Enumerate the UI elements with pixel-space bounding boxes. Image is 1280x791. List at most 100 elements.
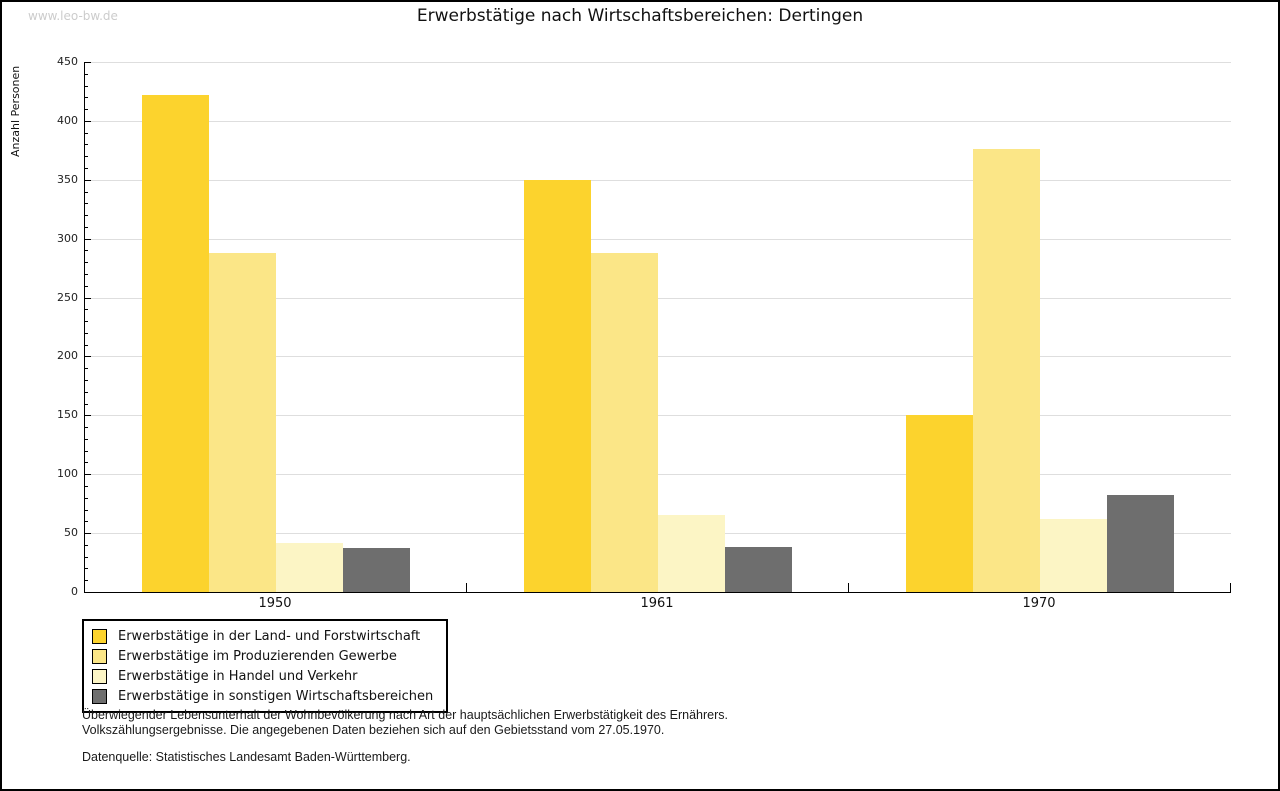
footer: Überwiegender Lebensunterhalt der Wohnbe…	[82, 708, 728, 765]
footer-line: Volkszählungsergebnisse. Die angegebenen…	[82, 722, 665, 737]
gridline	[85, 120, 1231, 122]
gridline	[85, 238, 1231, 240]
y-tick-label: 400	[57, 113, 78, 127]
y-minor-tick	[85, 156, 88, 158]
y-major-tick	[85, 120, 91, 122]
y-minor-tick	[85, 450, 88, 452]
y-minor-tick	[85, 391, 88, 393]
bar-1961-series1	[524, 179, 591, 592]
x-axis-tick	[1230, 583, 1231, 592]
y-minor-tick	[85, 497, 88, 499]
y-minor-tick	[85, 250, 88, 252]
legend-item-label: Erwerbstätige im Produzierenden Gewerbe	[118, 648, 397, 664]
y-minor-tick	[85, 274, 88, 275]
y-minor-tick	[85, 580, 88, 582]
y-minor-tick	[85, 438, 88, 440]
y-major-tick	[85, 356, 91, 358]
bar-1950-series2	[209, 252, 276, 592]
y-minor-tick	[85, 168, 88, 169]
y-major-tick	[85, 179, 91, 181]
y-minor-tick	[85, 544, 88, 546]
y-minor-tick	[85, 332, 88, 334]
bar-1970-series4	[1107, 495, 1174, 592]
y-tick-label: 300	[57, 231, 78, 245]
y-minor-tick	[85, 85, 88, 87]
footer-line: Überwiegender Lebensunterhalt der Wohnbe…	[82, 708, 728, 722]
gridline	[85, 415, 1231, 417]
y-tick-label: 250	[57, 290, 78, 304]
y-minor-tick	[85, 380, 88, 381]
x-axis-tick	[848, 583, 849, 592]
gridline	[85, 179, 1231, 181]
legend-swatch	[92, 648, 107, 664]
y-minor-tick	[85, 568, 88, 570]
y-tick-label: 150	[57, 408, 78, 422]
legend-item: Erwerbstätige in der Land- und Forstwirt…	[92, 626, 446, 646]
bar-1950-series1	[142, 95, 209, 592]
y-minor-tick	[85, 509, 88, 511]
y-minor-tick	[85, 144, 88, 146]
y-tick-label: 0	[71, 585, 78, 598]
legend-item-label: Erwerbstätige in sonstigen Wirtschaftsbe…	[118, 688, 434, 704]
x-axis-tick	[466, 583, 467, 592]
y-major-tick	[85, 533, 91, 535]
gridline	[85, 297, 1231, 299]
bar-1970-series1	[906, 415, 973, 592]
y-minor-tick	[85, 285, 88, 287]
y-tick-label: 200	[57, 349, 78, 363]
legend-swatch	[92, 628, 107, 644]
y-major-tick	[85, 415, 91, 417]
y-minor-tick	[85, 309, 88, 311]
y-minor-tick	[85, 556, 88, 558]
y-tick-label: 100	[57, 467, 78, 481]
y-minor-tick	[85, 97, 88, 99]
y-minor-tick	[85, 344, 88, 346]
plot-area	[84, 62, 1231, 593]
bar-1961-series4	[725, 547, 792, 592]
y-minor-tick	[85, 191, 88, 193]
legend-item-label: Erwerbstätige in der Land- und Forstwirt…	[118, 628, 421, 644]
y-minor-tick	[85, 109, 88, 111]
bar-1961-series2	[591, 252, 658, 592]
bar-1950-series3	[276, 542, 343, 592]
y-minor-tick	[85, 203, 88, 205]
data-source: Datenquelle: Statistisches Landesamt Bad…	[82, 750, 411, 764]
legend-swatch	[92, 668, 107, 684]
y-minor-tick	[85, 73, 88, 75]
y-tick-label: 350	[57, 172, 78, 186]
y-minor-tick	[85, 132, 88, 134]
gridline	[85, 474, 1231, 476]
y-axis-title: Anzahl Personen	[9, 65, 22, 157]
gridline	[85, 356, 1231, 358]
x-category-label: 1950	[258, 596, 292, 611]
legend-item: Erwerbstätige in sonstigen Wirtschaftsbe…	[92, 686, 446, 706]
bar-1970-series3	[1040, 519, 1107, 592]
y-minor-tick	[85, 321, 88, 323]
x-category-label: 1961	[640, 596, 674, 611]
y-minor-tick	[85, 403, 88, 405]
legend-item: Erwerbstätige in Handel und Verkehr	[92, 666, 446, 686]
y-major-tick	[85, 62, 91, 63]
y-minor-tick	[85, 486, 88, 487]
y-tick-label: 450	[57, 55, 78, 68]
legend-item: Erwerbstätige im Produzierenden Gewerbe	[92, 646, 446, 666]
gridline	[85, 62, 1231, 63]
legend: Erwerbstätige in der Land- und Forstwirt…	[82, 619, 448, 713]
y-minor-tick	[85, 462, 88, 464]
watermark: www.leo-bw.de	[28, 9, 118, 23]
legend-item-label: Erwerbstätige in Handel und Verkehr	[118, 668, 358, 684]
y-major-tick	[85, 474, 91, 476]
chart-title: Erwerbstätige nach Wirtschaftsbereichen:…	[416, 6, 864, 26]
y-minor-tick	[85, 368, 88, 370]
y-minor-tick	[85, 215, 88, 217]
x-category-label: 1970	[1022, 596, 1056, 611]
y-minor-tick	[85, 226, 88, 228]
y-major-tick	[85, 297, 91, 299]
y-tick-label: 50	[64, 526, 78, 540]
bar-1970-series2	[973, 149, 1040, 592]
y-major-tick	[85, 238, 91, 240]
legend-swatch	[92, 688, 107, 704]
bar-1950-series4	[343, 548, 410, 592]
y-minor-tick	[85, 521, 88, 523]
